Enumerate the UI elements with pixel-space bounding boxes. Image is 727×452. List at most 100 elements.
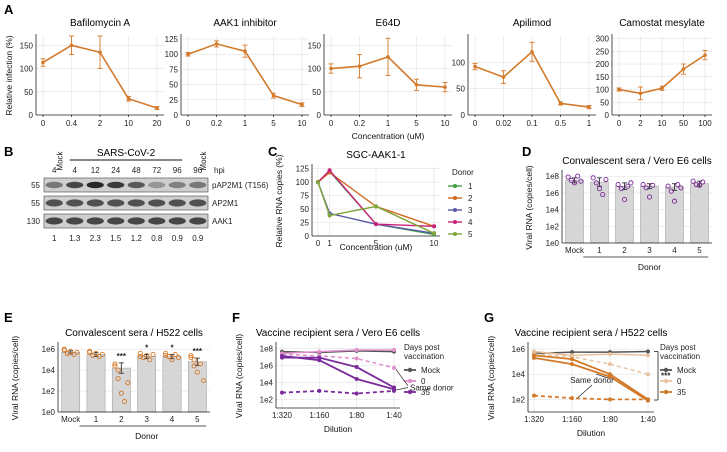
data-point	[392, 365, 396, 370]
legend-marker	[453, 208, 457, 212]
data-point	[690, 178, 696, 184]
legend-title: Days post	[660, 343, 696, 352]
data-point	[357, 64, 362, 69]
legend-label: 4	[468, 218, 473, 227]
blot-band	[148, 181, 166, 189]
y-tick-label: 250	[596, 47, 610, 56]
blot-band	[148, 199, 166, 207]
y-tick-label: 50	[24, 88, 33, 97]
y-tick-label: 1e4	[512, 370, 526, 379]
data-point	[575, 173, 581, 179]
data-point	[646, 349, 650, 354]
x-tick-label: 5	[271, 119, 276, 128]
data-point	[665, 183, 671, 189]
data-point	[570, 362, 574, 367]
data-point	[703, 53, 707, 57]
bar	[137, 356, 157, 413]
x-tick-label: 0	[329, 119, 334, 128]
data-point	[693, 181, 699, 188]
data-point	[64, 350, 71, 356]
y-tick-label: 0	[317, 111, 322, 120]
data-point	[115, 367, 121, 373]
data-point	[608, 352, 612, 357]
blot-band	[189, 217, 207, 225]
blot-band	[45, 199, 63, 207]
y-tick-label: 150	[308, 41, 322, 50]
panel-label: F	[232, 310, 240, 325]
significance-marker: *	[145, 343, 149, 352]
x-tick-label: 3	[144, 415, 149, 424]
data-point	[568, 177, 574, 183]
data-point	[317, 355, 322, 360]
annotation-label: Same donor	[570, 376, 614, 385]
data-point	[638, 91, 643, 96]
x-tick-label: 10	[430, 239, 439, 248]
blot-strip	[43, 177, 209, 193]
legend-label: 5	[468, 230, 473, 239]
series-line	[281, 390, 395, 395]
size-marker: 55	[31, 199, 40, 208]
x-axis-label: Concentration (uM)	[340, 242, 413, 252]
data-point	[473, 64, 477, 69]
y-tick-label: 1e0	[42, 408, 56, 417]
data-point	[118, 390, 124, 396]
legend-title: Days post	[404, 343, 440, 352]
bar	[690, 183, 709, 244]
x-axis-label: Donor	[638, 262, 661, 272]
blot-band	[168, 181, 186, 189]
series-line	[533, 350, 649, 357]
x-tick-label: 0	[316, 239, 321, 248]
legend-marker	[453, 184, 457, 188]
legend-marker	[663, 378, 669, 384]
data-point	[163, 350, 169, 356]
data-point	[214, 42, 219, 46]
data-point	[186, 52, 190, 57]
y-tick-label: 1e6	[42, 345, 56, 354]
y-tick-label: 0	[174, 111, 179, 120]
legend-label: 0	[421, 377, 426, 386]
y-tick-label: 1e0	[546, 239, 560, 248]
series-line	[281, 353, 395, 369]
data-point	[646, 397, 650, 402]
blot-band	[86, 217, 104, 225]
blot-band	[168, 217, 186, 225]
data-point	[608, 374, 612, 379]
data-point	[501, 75, 506, 79]
bar	[162, 356, 182, 413]
ratio-label: 0.9	[192, 234, 204, 243]
annotation-line	[595, 373, 609, 379]
y-tick-label: 100	[165, 50, 179, 59]
hpi-unit-label: hpi	[214, 166, 225, 175]
x-tick-label: 1	[243, 119, 248, 128]
ratio-label: 1	[52, 234, 57, 243]
x-tick-label: Mock	[61, 415, 81, 424]
data-point	[243, 49, 247, 53]
data-point	[112, 363, 118, 369]
legend-marker	[453, 196, 457, 200]
blot-band	[168, 199, 186, 207]
x-tick-label: 0.4	[66, 119, 78, 128]
data-point	[608, 397, 612, 402]
blot-band	[127, 199, 145, 207]
legend-marker	[407, 389, 413, 395]
annotation-line	[395, 387, 409, 391]
data-point	[532, 355, 536, 360]
data-point	[646, 194, 653, 200]
significance-marker: ***	[117, 352, 127, 361]
series-line	[533, 354, 649, 401]
x-tick-label: 2	[638, 119, 643, 128]
x-tick-label: 1	[94, 415, 99, 424]
data-point	[565, 174, 571, 180]
data-point	[558, 101, 563, 106]
y-tick-label: 1e2	[42, 387, 56, 396]
data-point	[316, 180, 320, 185]
data-point	[628, 180, 634, 186]
series-line	[533, 394, 648, 401]
y-tick-label: 50	[456, 85, 465, 94]
data-point	[327, 168, 332, 173]
significance-marker: ***	[661, 371, 671, 380]
blot-band	[107, 199, 125, 207]
y-tick-label: 50	[169, 81, 178, 90]
x-tick-label: 2	[119, 415, 124, 424]
x-tick-label: 1:320	[524, 415, 545, 424]
